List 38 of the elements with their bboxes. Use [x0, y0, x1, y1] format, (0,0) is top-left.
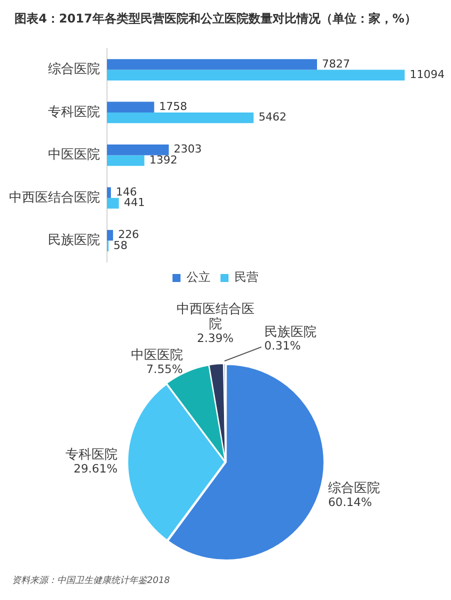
bar — [107, 155, 144, 166]
y-tick-label: 民族医院 — [48, 233, 100, 248]
y-tick-label: 专科医院 — [48, 104, 100, 120]
bar — [107, 102, 154, 112]
bar — [107, 70, 405, 80]
slice-label: 中西医结合医院 — [176, 302, 254, 332]
data-label: 11094 — [410, 68, 445, 81]
bar — [107, 59, 318, 70]
y-tick-label: 中西医结合医院 — [9, 190, 100, 206]
data-label: 1758 — [159, 100, 188, 113]
data-label: 146 — [116, 185, 137, 198]
data-label: 0.31% — [264, 338, 301, 353]
chart-title: 图表4：2017年各类型民营医院和公立医院数量对比情况（单位：家，%） — [14, 11, 416, 26]
data-label: 58 — [114, 238, 128, 252]
data-label: 60.14% — [328, 495, 372, 510]
slice-label: 专科医院 — [66, 448, 118, 463]
bar — [107, 112, 254, 124]
data-label: 7827 — [322, 57, 350, 70]
text: 资料来源：中国卫生健康统计年鉴2018 — [12, 576, 170, 587]
y-tick-label: 中医医院 — [48, 148, 100, 163]
bar — [107, 230, 114, 241]
data-label: 441 — [124, 196, 145, 210]
data-label: 7.55% — [146, 362, 183, 376]
legend-label: 公立 — [186, 270, 210, 284]
data-label: 2.39% — [197, 331, 234, 346]
y-tick-label: 综合医院 — [48, 62, 100, 78]
data-label: 2303 — [174, 142, 202, 156]
slice-label: 中医医院 — [130, 348, 183, 364]
bar — [107, 198, 119, 209]
bar — [107, 144, 169, 156]
data-label: 5462 — [258, 110, 287, 124]
data-label: 1392 — [149, 153, 178, 166]
slice-label: 民族医院 — [264, 324, 316, 340]
slice-label: 综合医院 — [328, 481, 380, 496]
data-label: 29.61% — [74, 462, 118, 476]
legend-label: 民营 — [234, 270, 258, 284]
bar — [107, 187, 111, 198]
data-label: 226 — [118, 228, 140, 242]
